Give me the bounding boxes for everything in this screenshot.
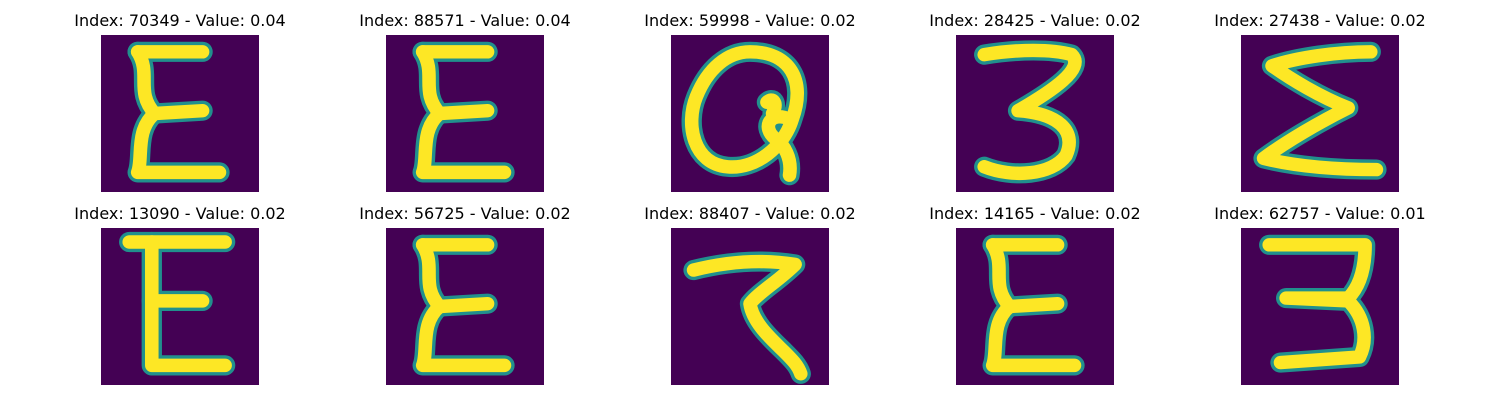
digit-image <box>671 228 829 385</box>
panel-title: Index: 62757 - Value: 0.01 <box>1214 204 1426 223</box>
digit-image <box>671 35 829 192</box>
stroke-core <box>760 93 782 121</box>
panel-title: Index: 88571 - Value: 0.04 <box>359 11 571 30</box>
digit-image <box>101 228 259 385</box>
panel-title: Index: 28425 - Value: 0.02 <box>929 11 1141 30</box>
stroke-core <box>145 235 232 373</box>
digit-image <box>1241 35 1399 192</box>
digit-panel: Index: 62757 - Value: 0.01 <box>1120 203 1500 385</box>
panel-title: Index: 14165 - Value: 0.02 <box>929 204 1141 223</box>
digit-panel: Index: 14165 - Value: 0.02 <box>835 203 1235 385</box>
digit-panel: Index: 88407 - Value: 0.02 <box>550 203 950 385</box>
stroke-core <box>432 103 495 121</box>
digit-image <box>101 35 259 192</box>
digit-panel: Index: 27438 - Value: 0.02 <box>1120 10 1500 192</box>
panel-title: Index: 27438 - Value: 0.02 <box>1214 11 1426 30</box>
digit-panel: Index: 88571 - Value: 0.04 <box>265 10 665 192</box>
digit-image <box>956 228 1114 385</box>
panel-title: Index: 59998 - Value: 0.02 <box>644 11 856 30</box>
digit-panel: Index: 59998 - Value: 0.02 <box>550 10 950 192</box>
digit-image <box>386 35 544 192</box>
digit-image <box>386 228 544 385</box>
stroke-core <box>1002 296 1065 314</box>
panel-title: Index: 88407 - Value: 0.02 <box>644 204 856 223</box>
stroke-core <box>1256 45 1384 177</box>
digit-image <box>956 35 1114 192</box>
digit-panel: Index: 56725 - Value: 0.02 <box>265 203 665 385</box>
stroke-core <box>684 45 804 174</box>
digit-panel: Index: 70349 - Value: 0.04 <box>0 10 380 192</box>
stroke-core <box>432 296 495 314</box>
stroke-core <box>1262 238 1372 370</box>
digit-panel: Index: 13090 - Value: 0.02 <box>0 203 380 385</box>
panel-title: Index: 13090 - Value: 0.02 <box>74 204 286 223</box>
panel-title: Index: 56725 - Value: 0.02 <box>359 204 571 223</box>
digit-image <box>1241 228 1399 385</box>
stroke-core <box>686 254 808 381</box>
digit-panel: Index: 28425 - Value: 0.02 <box>835 10 1235 192</box>
stroke-core <box>977 43 1082 181</box>
panel-title: Index: 70349 - Value: 0.04 <box>74 11 286 30</box>
stroke-core <box>147 103 210 121</box>
